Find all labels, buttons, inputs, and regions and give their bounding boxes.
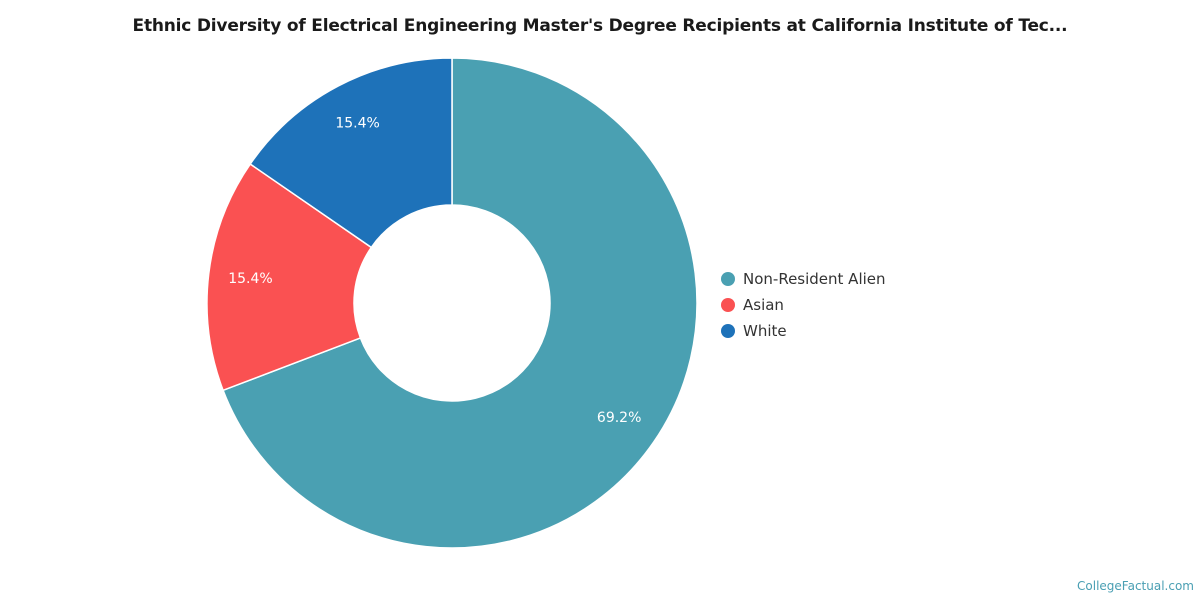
- chart-legend: Non-Resident Alien Asian White: [721, 266, 886, 344]
- legend-label-white: White: [743, 322, 787, 340]
- slice-white[interactable]: [249, 57, 453, 249]
- slice-non-resident-alien[interactable]: [222, 57, 698, 549]
- slice-asian[interactable]: [206, 162, 373, 392]
- legend-item-non-resident-alien[interactable]: Non-Resident Alien: [721, 266, 886, 292]
- slice-label-asian: 15.4%: [228, 271, 272, 287]
- slice-label-non-resident-alien: 69.2%: [597, 410, 641, 426]
- chart-title: Ethnic Diversity of Electrical Engineeri…: [132, 16, 1068, 36]
- legend-label-non-resident-alien: Non-Resident Alien: [743, 270, 886, 288]
- legend-label-asian: Asian: [743, 296, 784, 314]
- legend-swatch-non-resident-alien: [721, 272, 735, 286]
- legend-item-asian[interactable]: Asian: [721, 292, 886, 318]
- legend-swatch-asian: [721, 298, 735, 312]
- legend-item-white[interactable]: White: [721, 318, 886, 344]
- source-credit-link[interactable]: CollegeFactual.com: [1077, 579, 1194, 593]
- legend-swatch-white: [721, 324, 735, 338]
- slice-label-white: 15.4%: [335, 115, 379, 131]
